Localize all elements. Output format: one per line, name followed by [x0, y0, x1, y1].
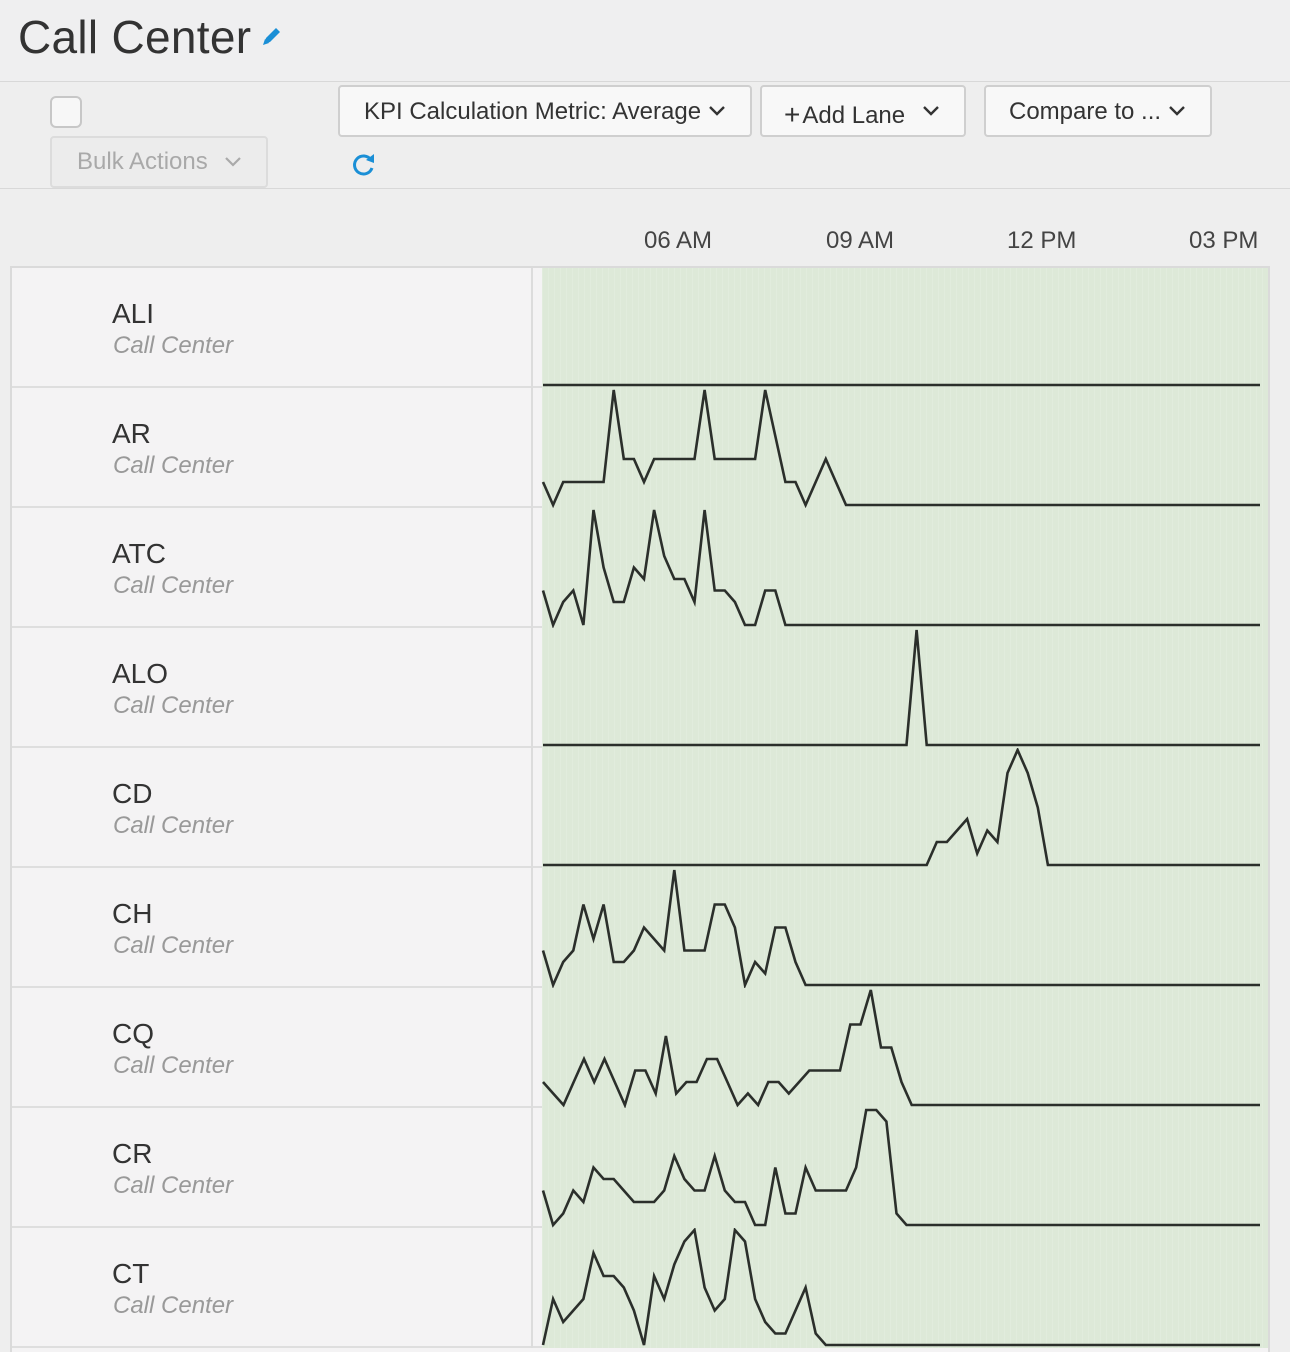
lane-name: ALO	[112, 658, 169, 689]
lane-name: CD	[112, 778, 153, 809]
time-tick: 12 PM	[1007, 227, 1077, 254]
lane-divider	[531, 1108, 533, 1228]
sparkline-background	[542, 508, 1268, 628]
lane-service: Call Center	[113, 452, 234, 479]
lane-service: Call Center	[113, 812, 234, 839]
chevron-down-icon	[709, 106, 725, 116]
sparkline-series	[543, 748, 1260, 867]
kpi-lanes: ALI Call Center AR Call Center ATC Call Cente…	[10, 266, 1270, 1352]
pencil-icon[interactable]	[258, 24, 284, 50]
sparkline-series	[541, 1108, 1260, 1228]
time-tick: 06 AM	[644, 227, 713, 254]
sparkline-chart	[541, 1228, 1260, 1347]
lane-divider	[531, 748, 533, 868]
kpi-metric-dropdown[interactable]: KPI Calculation Metric: Average	[338, 85, 752, 137]
lane-divider	[531, 988, 533, 1108]
bulk-actions-label: Bulk Actions	[77, 148, 208, 175]
sparkline-chart	[541, 509, 1260, 628]
kpi-lane-row[interactable]: CR Call Center	[12, 1108, 1268, 1228]
sparkline-chart	[543, 748, 1260, 867]
time-tick: 03 PM	[1189, 227, 1259, 254]
plus-icon: +	[784, 99, 801, 130]
lane-service: Call Center	[113, 692, 234, 719]
lane-service: Call Center	[113, 1052, 234, 1079]
lane-name: ATC	[112, 538, 166, 569]
refresh-icon[interactable]	[348, 150, 378, 180]
kpi-lane-row[interactable]: AR Call Center	[12, 388, 1268, 508]
kpi-metric-label: KPI Calculation Metric: Average	[364, 98, 702, 125]
kpi-lane-row[interactable]: ALO Call Center	[12, 628, 1268, 748]
sparkline-background	[542, 868, 1268, 988]
compare-to-label: Compare to ...	[1009, 98, 1162, 125]
sparkline-series	[541, 389, 1260, 508]
lane-divider	[531, 268, 533, 388]
lane-name: CT	[112, 1258, 150, 1289]
kpi-lane-row[interactable]: CD Call Center	[12, 748, 1268, 868]
toolbar: Bulk Actions KPI Calculation Metric: Ave…	[0, 83, 1290, 189]
page-header: Call Center	[0, 0, 1290, 82]
lane-name: AR	[112, 418, 151, 449]
lane-divider	[531, 1228, 533, 1348]
lane-divider	[531, 868, 533, 988]
lane-divider	[531, 388, 533, 508]
lane-service: Call Center	[113, 932, 234, 959]
add-lane-label: Add Lane	[802, 102, 906, 129]
add-lane-button[interactable]: +Add Lane	[760, 85, 966, 137]
sparkline-series	[541, 869, 1260, 988]
lane-divider	[531, 508, 533, 628]
sparkline-chart	[541, 389, 1260, 508]
sparkline-series	[542, 989, 1260, 1108]
kpi-lane-row[interactable]: CQ Call Center	[12, 988, 1268, 1108]
sparkline-chart	[541, 869, 1260, 988]
sparkline-series	[543, 629, 1260, 747]
sparkline-background	[542, 388, 1268, 508]
chevron-down-icon	[1169, 106, 1185, 116]
kpi-lane-row[interactable]: ALI Call Center	[12, 268, 1268, 388]
compare-to-dropdown[interactable]: Compare to ...	[984, 85, 1212, 137]
lane-service: Call Center	[113, 1292, 234, 1319]
select-all-checkbox[interactable]	[50, 96, 82, 128]
sparkline-background	[542, 1108, 1268, 1228]
page-title: Call Center	[18, 11, 252, 63]
bulk-actions-button: Bulk Actions	[50, 136, 268, 188]
lane-service: Call Center	[113, 1172, 234, 1199]
time-axis: 06 AM 09 AM 12 PM 03 PM	[0, 190, 1290, 266]
chevron-down-icon	[225, 157, 241, 167]
sparkline-background	[542, 628, 1268, 748]
kpi-lane-row[interactable]: ATC Call Center	[12, 508, 1268, 628]
sparkline-chart	[542, 989, 1260, 1108]
sparkline-series	[541, 1228, 1260, 1347]
lane-name: CH	[112, 898, 153, 929]
kpi-lane-row[interactable]: CH Call Center	[12, 868, 1268, 988]
lane-service: Call Center	[113, 332, 234, 359]
time-tick: 09 AM	[826, 227, 895, 254]
sparkline-background	[542, 268, 1268, 388]
lane-service: Call Center	[113, 572, 234, 599]
sparkline-chart	[543, 629, 1260, 747]
chevron-down-icon	[923, 106, 939, 116]
sparkline-background	[542, 748, 1268, 868]
sparkline-chart	[541, 1108, 1260, 1228]
lane-divider	[531, 628, 533, 748]
sparkline-background	[542, 1228, 1268, 1348]
sparkline-chart	[543, 383, 1260, 387]
lane-name: CR	[112, 1138, 153, 1169]
lane-name: ALI	[112, 298, 155, 329]
sparkline-series	[541, 509, 1260, 628]
kpi-lane-row[interactable]: CT Call Center	[12, 1228, 1268, 1348]
lane-name: CQ	[112, 1018, 154, 1049]
